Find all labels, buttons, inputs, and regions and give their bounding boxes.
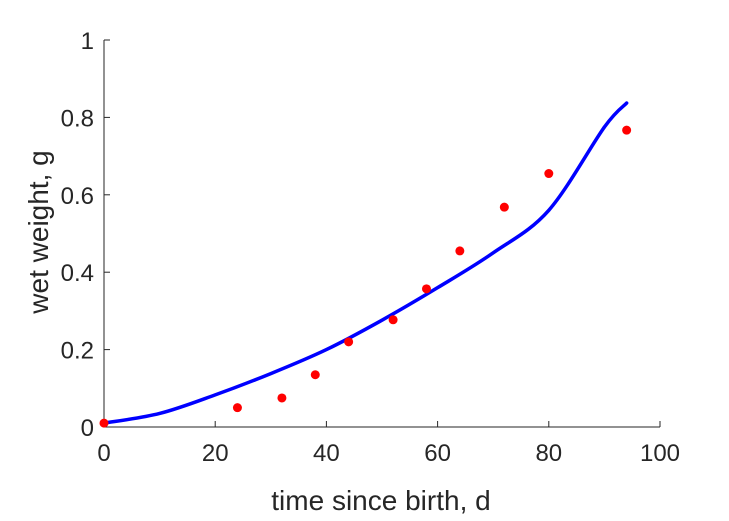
data-point: [455, 246, 465, 256]
x-tick-label: 40: [313, 440, 340, 467]
x-tick-label: 80: [535, 440, 562, 467]
data-point: [344, 337, 354, 347]
x-axis-label: time since birth, d: [271, 485, 490, 516]
series-layer: [99, 101, 632, 428]
x-tick-label: 0: [97, 440, 110, 467]
y-tick-label: 0.2: [61, 338, 94, 365]
tick-labels: 0 20 40 60 80 100 0 0.2 0.4 0.6 0.8 1: [61, 28, 680, 467]
x-tick-label: 20: [202, 440, 229, 467]
fit-curve: [102, 101, 629, 425]
data-point: [99, 418, 109, 428]
y-tick-label: 0.6: [61, 183, 94, 210]
y-tick-label: 1: [81, 28, 94, 55]
y-tick-label: 0: [81, 415, 94, 442]
data-point: [421, 284, 431, 294]
axes: [103, 40, 660, 428]
y-tick-label: 0.4: [61, 260, 94, 287]
data-point: [388, 315, 398, 325]
data-point: [310, 370, 320, 380]
y-axis-label: wet weight, g: [23, 150, 54, 314]
data-point: [622, 125, 632, 135]
y-tick-label: 0.8: [61, 105, 94, 132]
data-point: [499, 202, 509, 212]
tick-marks: [103, 39, 661, 428]
data-point: [232, 403, 242, 413]
data-point: [544, 169, 554, 179]
x-tick-label: 60: [424, 440, 451, 467]
data-point: [277, 393, 287, 403]
x-tick-label: 100: [640, 440, 680, 467]
